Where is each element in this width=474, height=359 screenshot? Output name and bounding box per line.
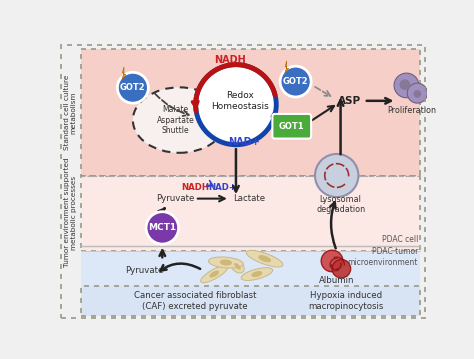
Text: PDAC tumor
microenvironment: PDAC tumor microenvironment: [348, 247, 418, 267]
Text: Pyruvate: Pyruvate: [125, 266, 164, 275]
Text: NADH: NADH: [181, 183, 209, 192]
Circle shape: [394, 73, 419, 98]
Ellipse shape: [133, 87, 226, 153]
Ellipse shape: [209, 257, 243, 268]
Circle shape: [400, 79, 410, 90]
Ellipse shape: [251, 271, 263, 277]
Ellipse shape: [201, 265, 228, 283]
Ellipse shape: [210, 271, 219, 278]
Text: Malate
Aspartate
Shuttle: Malate Aspartate Shuttle: [156, 105, 194, 135]
Circle shape: [118, 73, 148, 103]
Text: MCT1: MCT1: [148, 223, 176, 232]
Text: Lactate: Lactate: [233, 194, 265, 203]
Ellipse shape: [246, 250, 283, 267]
Ellipse shape: [234, 263, 241, 270]
Circle shape: [332, 260, 351, 278]
Ellipse shape: [231, 260, 244, 273]
Text: PDAC cell: PDAC cell: [382, 235, 418, 244]
Text: Tumor environment supported
metabolic processes: Tumor environment supported metabolic pr…: [64, 158, 77, 267]
Text: Hypoxia induced
macropinocytosis: Hypoxia induced macropinocytosis: [308, 291, 383, 311]
Text: Cancer associated fibroblast
(CAF) excreted pyruvate: Cancer associated fibroblast (CAF) excre…: [134, 291, 256, 311]
Bar: [81, 49, 420, 176]
Circle shape: [407, 83, 428, 103]
Text: NADH: NADH: [214, 55, 246, 65]
Text: ASP: ASP: [338, 96, 362, 106]
Text: GOT1: GOT1: [279, 122, 305, 131]
Circle shape: [321, 250, 343, 272]
Circle shape: [315, 154, 358, 197]
Bar: [81, 176, 420, 251]
Ellipse shape: [220, 260, 232, 266]
Text: GOT2: GOT2: [283, 77, 309, 86]
Text: NAD+: NAD+: [208, 183, 236, 192]
Text: Albumin: Albumin: [319, 276, 355, 285]
FancyBboxPatch shape: [273, 114, 311, 139]
Text: GOT2: GOT2: [120, 83, 146, 92]
Circle shape: [196, 65, 276, 145]
Polygon shape: [285, 61, 289, 74]
Text: Standard cell culture
metabolism: Standard cell culture metabolism: [64, 75, 77, 150]
Bar: [81, 286, 420, 316]
Text: NAD+: NAD+: [228, 137, 260, 148]
Polygon shape: [122, 67, 126, 80]
Circle shape: [280, 66, 311, 97]
Circle shape: [413, 90, 421, 98]
Text: Redox
Homeostasis: Redox Homeostasis: [211, 91, 269, 111]
Ellipse shape: [241, 268, 273, 280]
Circle shape: [146, 212, 179, 244]
Text: Lysosomal
degradation: Lysosomal degradation: [316, 195, 365, 214]
Bar: [81, 251, 420, 286]
Text: Proliferation: Proliferation: [387, 106, 437, 115]
Ellipse shape: [258, 255, 271, 262]
Text: Pyruvate: Pyruvate: [156, 194, 195, 203]
